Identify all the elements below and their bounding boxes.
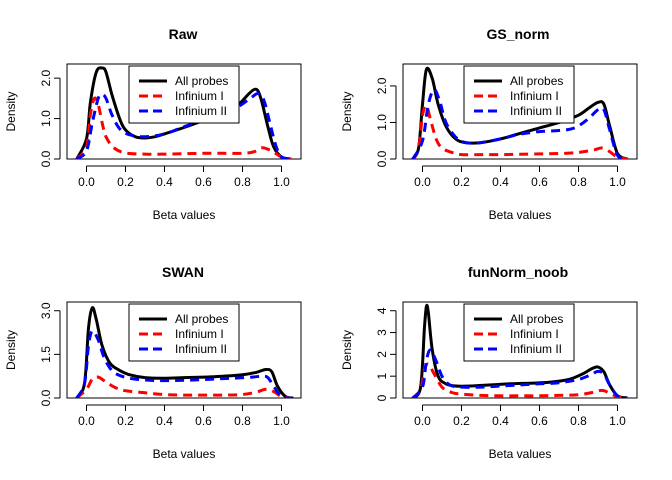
- plot-frame: [66, 301, 302, 399]
- series-line-infinium-ii: [411, 88, 628, 159]
- x-axis-label: Beta values: [489, 447, 552, 461]
- legend-label: Infinium I: [510, 327, 559, 341]
- y-tick-label: 3: [375, 329, 389, 336]
- chart-panel-3: SWAN 0.0 0.2 0.4 0.6 0.8 1.0 0.0 1.5 3.0 Beta valu…: [4, 264, 302, 461]
- legend-label: Infinium I: [175, 89, 224, 103]
- legend-label: All probes: [175, 74, 228, 88]
- y-axis-label: Density: [340, 330, 354, 370]
- y-axis-label: Density: [4, 91, 18, 131]
- x-axis-label: Beta values: [153, 208, 216, 222]
- legend-label: Infinium I: [175, 327, 224, 341]
- x-axis-label: Beta values: [489, 208, 552, 222]
- y-tick-label: 0.0: [375, 150, 389, 167]
- chart-panel-4: funNorm_noob 0.0 0.2 0.4 0.6 0.8 1.0 0 1 2 3 4 Beta …: [340, 264, 638, 461]
- y-tick-label: 1: [375, 373, 389, 380]
- y-tick-label: 2.0: [39, 69, 53, 86]
- x-tick-label: 0.4: [492, 414, 509, 428]
- x-tick-label: 0.2: [117, 414, 134, 428]
- legend-label: All probes: [175, 312, 228, 326]
- y-tick-label: 0: [375, 394, 389, 401]
- legend-label: All probes: [510, 74, 563, 88]
- legend-label: All probes: [510, 312, 563, 326]
- x-tick-label: 0.4: [156, 414, 173, 428]
- x-tick-label: 0.6: [531, 414, 548, 428]
- y-tick-label: 2: [375, 351, 389, 358]
- x-tick-label: 1.0: [609, 175, 626, 189]
- chart-title: Raw: [169, 26, 198, 42]
- legend-label: Infinium II: [175, 342, 227, 356]
- x-tick-label: 0.0: [78, 414, 95, 428]
- chart-title: GS_norm: [486, 26, 549, 42]
- plot-frame: [402, 63, 638, 160]
- chart-title: SWAN: [162, 264, 204, 280]
- y-tick-label: 1.0: [39, 110, 53, 127]
- x-tick-label: 0.8: [234, 175, 251, 189]
- legend-label: Infinium II: [175, 104, 227, 118]
- x-tick-label: 0.6: [195, 414, 212, 428]
- series-line-all-probes: [75, 66, 292, 159]
- plot-frame: [402, 301, 638, 399]
- series-line-all-probes: [411, 303, 628, 398]
- y-tick-label: 1.0: [375, 114, 389, 131]
- x-tick-label: 0.2: [453, 175, 470, 189]
- series-line-infinium-i: [411, 104, 628, 159]
- legend-label: Infinium I: [510, 89, 559, 103]
- series-line-infinium-i: [75, 96, 292, 159]
- series-line-infinium-ii: [75, 329, 292, 398]
- x-tick-label: 0.4: [156, 175, 173, 189]
- chart-panel-2: GS_norm 0.0 0.2 0.4 0.6 0.8 1.0 0.0 1.0 2.0 Beta v…: [340, 26, 638, 222]
- y-axis-label: Density: [340, 91, 354, 131]
- x-axis-label: Beta values: [153, 447, 216, 461]
- legend-label: Infinium II: [510, 342, 562, 356]
- x-tick-label: 0.8: [570, 175, 587, 189]
- y-tick-label: 0.0: [39, 150, 53, 167]
- x-tick-label: 0.6: [531, 175, 548, 189]
- y-axis-label: Density: [4, 330, 18, 370]
- x-tick-label: 0.2: [117, 175, 134, 189]
- x-tick-label: 1.0: [273, 414, 290, 428]
- x-tick-label: 0.0: [414, 175, 431, 189]
- y-tick-label: 2.0: [375, 77, 389, 94]
- series-line-all-probes: [75, 306, 294, 398]
- chart-panel-1: Raw 0.0 0.2 0.4 0.6 0.8 1.0 0.0 1.0 2.0 Beta value…: [4, 26, 302, 222]
- legend-label: Infinium II: [510, 104, 562, 118]
- series-line-infinium-i: [75, 375, 292, 398]
- y-tick-label: 3.0: [39, 302, 53, 319]
- y-tick-label: 0.0: [39, 389, 53, 406]
- y-tick-label: 4: [375, 307, 389, 314]
- x-tick-label: 1.0: [273, 175, 290, 189]
- plot-frame: [66, 63, 302, 160]
- x-tick-label: 0.0: [414, 414, 431, 428]
- series-line-infinium-ii: [411, 348, 628, 398]
- y-tick-label: 1.5: [39, 346, 53, 363]
- x-tick-label: 0.8: [234, 414, 251, 428]
- series-line-infinium-ii: [75, 92, 292, 159]
- x-tick-label: 0.8: [570, 414, 587, 428]
- x-tick-label: 1.0: [609, 414, 626, 428]
- x-tick-label: 0.4: [492, 175, 509, 189]
- series-line-infinium-i: [411, 362, 628, 398]
- x-tick-label: 0.0: [78, 175, 95, 189]
- chart-title: funNorm_noob: [468, 264, 568, 280]
- x-tick-label: 0.6: [195, 175, 212, 189]
- x-tick-label: 0.2: [453, 414, 470, 428]
